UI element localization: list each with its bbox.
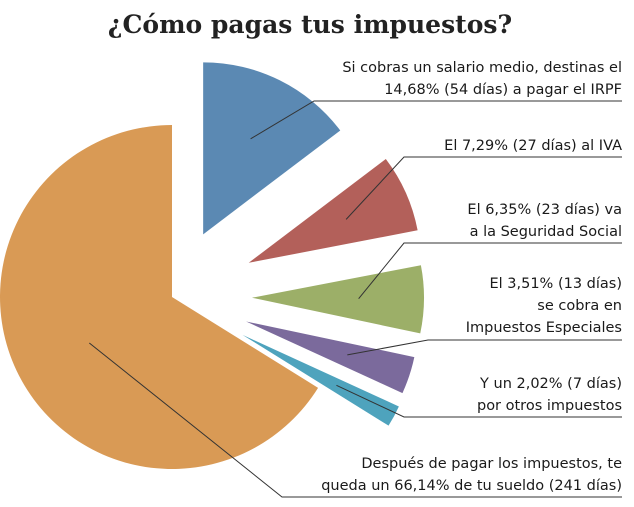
chart-title: ¿Cómo pagas tus impuestos? [108, 10, 512, 39]
annotation-labels: Si cobras un salario medio, destinas el 1… [321, 60, 622, 494]
annotation-line: Si cobras un salario medio, destinas el [342, 60, 622, 76]
annotation-line: Impuestos Especiales [466, 320, 622, 336]
pie-slice-iva [248, 158, 418, 263]
pie-slice-seguridad-social [251, 265, 424, 334]
leader-line [345, 156, 622, 220]
pie-slice-sueldo-restante [0, 125, 319, 469]
leader-line [336, 384, 622, 418]
annotation-line: 14,68% (54 días) a pagar el IRPF [384, 82, 622, 98]
leader-line [88, 342, 622, 498]
leader-line [347, 339, 622, 356]
annotation-line: se cobra en [537, 298, 622, 314]
annotation-line: Después de pagar los impuestos, te [361, 456, 622, 472]
annotation-sueldo-restante: Después de pagar los impuestos, te queda … [321, 456, 622, 494]
pie-slices [0, 62, 424, 469]
annotation-line: queda un 66,14% de tu sueldo (241 días) [321, 478, 622, 494]
leader-line [358, 242, 622, 300]
pie-slice-impuestos-especiales [246, 321, 415, 394]
annotation-seguridad-social: El 6,35% (23 días) va a la Seguridad Soci… [467, 202, 622, 240]
annotation-line: a la Seguridad Social [470, 224, 622, 240]
annotation-line: Y un 2,02% (7 días) [479, 376, 622, 392]
annotation-impuestos-especiales: El 3,51% (13 días) se cobra en Impuestos E… [466, 276, 622, 336]
leader-line [250, 100, 622, 140]
annotation-line: El 6,35% (23 días) va [467, 202, 622, 218]
annotation-otros-impuestos: Y un 2,02% (7 días) por otros impuestos [477, 376, 622, 414]
annotation-line: El 3,51% (13 días) [489, 276, 622, 292]
annotation-line: por otros impuestos [477, 398, 622, 414]
pie-slice-otros-impuestos [242, 334, 399, 426]
annotation-line: El 7,29% (27 días) al IVA [444, 138, 622, 154]
pie-slice-irpf [203, 62, 341, 235]
annotation-iva: El 7,29% (27 días) al IVA [444, 138, 622, 154]
annotation-irpf: Si cobras un salario medio, destinas el 1… [342, 60, 622, 98]
annotation-leaders [88, 100, 622, 498]
